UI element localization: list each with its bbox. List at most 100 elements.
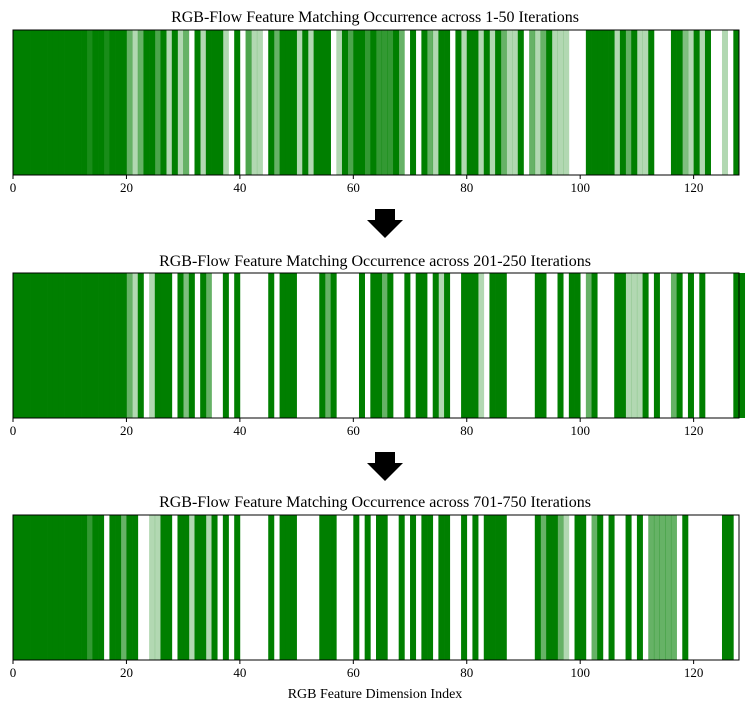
heatmap-cell — [665, 515, 672, 660]
heatmap-cell — [205, 515, 212, 660]
x-tick-label: 0 — [10, 180, 17, 195]
heatmap-cell — [670, 273, 677, 418]
heatmap-cell — [13, 515, 20, 660]
heatmap-cell — [132, 515, 139, 660]
heatmap-cell — [30, 273, 37, 418]
heatmap-cell — [557, 273, 564, 418]
heatmap-cell — [234, 515, 241, 660]
heatmap-cell — [461, 30, 468, 175]
plot-frame — [12, 514, 740, 661]
heatmap-cell — [444, 273, 451, 418]
heatmap-cell — [143, 30, 150, 175]
heatmap-cell — [455, 30, 462, 175]
heatmap-cell — [557, 30, 564, 175]
heatmap-cell — [358, 30, 365, 175]
heatmap-cell — [631, 273, 638, 418]
heatmap-cell — [313, 30, 320, 175]
heatmap-cell — [98, 273, 105, 418]
heatmap-cell — [398, 30, 405, 175]
heatmap-cell — [376, 515, 383, 660]
heatmap-cell — [115, 30, 122, 175]
heatmap-cell — [285, 30, 292, 175]
heatmap-cell — [126, 30, 133, 175]
plot-frame — [12, 272, 740, 419]
heatmap-cell — [81, 515, 88, 660]
heatmap-cell — [444, 30, 451, 175]
heatmap-cell — [659, 515, 666, 660]
heatmap-cell — [319, 30, 326, 175]
heatmap-cell — [149, 515, 156, 660]
heatmap-cell — [18, 515, 25, 660]
heatmap-cell — [24, 273, 31, 418]
heatmap-cell — [268, 273, 275, 418]
heatmap-cell — [585, 273, 592, 418]
heatmap-cell — [154, 30, 161, 175]
heatmap-cell — [24, 515, 31, 660]
heatmap-cell — [183, 515, 190, 660]
heatmap-cell — [512, 30, 519, 175]
heatmap-cell — [149, 30, 156, 175]
heatmap-cell — [517, 30, 524, 175]
heatmap-cell — [103, 30, 110, 175]
heatmap-cell — [222, 30, 229, 175]
x-tick-label: 40 — [233, 423, 246, 438]
heatmap-cell — [648, 515, 655, 660]
down-arrow-icon — [367, 452, 403, 481]
heatmap-cell — [200, 515, 207, 660]
heatmap-cell — [608, 30, 615, 175]
heatmap-cell — [319, 273, 326, 418]
heatmap-cell — [120, 515, 127, 660]
heatmap-cell — [653, 273, 660, 418]
heatmap-cell — [183, 30, 190, 175]
heatmap-cell — [30, 30, 37, 175]
heatmap-cell — [483, 515, 490, 660]
heatmap-cell — [222, 515, 229, 660]
heatmap-cell — [687, 30, 694, 175]
heatmap-cell — [421, 273, 428, 418]
heatmap-cell — [472, 515, 479, 660]
x-tick-label: 60 — [347, 423, 360, 438]
heatmap-cell — [330, 515, 337, 660]
heatmap-cell — [540, 273, 547, 418]
heatmap-cell — [324, 515, 331, 660]
heatmap-cell — [540, 30, 547, 175]
heatmap-cell — [642, 273, 649, 418]
heatmap-cell — [307, 30, 314, 175]
heatmap-cell — [489, 30, 496, 175]
heatmap-cell — [461, 273, 468, 418]
heatmap-cell — [421, 515, 428, 660]
heatmap-panel: RGB-Flow Feature Matching Occurrence acr… — [10, 494, 740, 702]
heatmap-cell — [500, 30, 507, 175]
heatmap-cell — [109, 273, 116, 418]
heatmap-cell — [234, 273, 241, 418]
x-tick-label: 40 — [233, 665, 246, 680]
heatmap-cell — [177, 273, 184, 418]
heatmap-cell — [364, 30, 371, 175]
heatmap-cell — [563, 30, 570, 175]
heatmap-cell — [177, 515, 184, 660]
heatmap-cell — [268, 30, 275, 175]
heatmap-cell — [585, 30, 592, 175]
heatmap-cell — [597, 515, 604, 660]
heatmap-cell — [200, 30, 207, 175]
heatmap-cell — [126, 515, 133, 660]
heatmap-cell — [546, 30, 553, 175]
heatmap-cell — [739, 273, 746, 418]
heatmap-cell — [302, 30, 309, 175]
heatmap-cell — [160, 30, 167, 175]
heatmap-cell — [160, 273, 167, 418]
x-tick-label: 20 — [120, 423, 133, 438]
heatmap-cell — [370, 273, 377, 418]
heatmap-panel: RGB-Flow Feature Matching Occurrence acr… — [10, 253, 746, 438]
x-tick-label: 100 — [570, 665, 590, 680]
heatmap-cell — [619, 273, 626, 418]
heatmap-cell — [256, 30, 263, 175]
heatmap-cell — [13, 30, 20, 175]
heatmap-cell — [69, 30, 76, 175]
heatmap-cell — [319, 515, 326, 660]
heatmap-cell — [137, 273, 144, 418]
heatmap-cell — [330, 273, 337, 418]
heatmap-panel: RGB-Flow Feature Matching Occurrence acr… — [10, 9, 740, 195]
heatmap-cell — [591, 273, 598, 418]
heatmap-cell — [563, 515, 570, 660]
